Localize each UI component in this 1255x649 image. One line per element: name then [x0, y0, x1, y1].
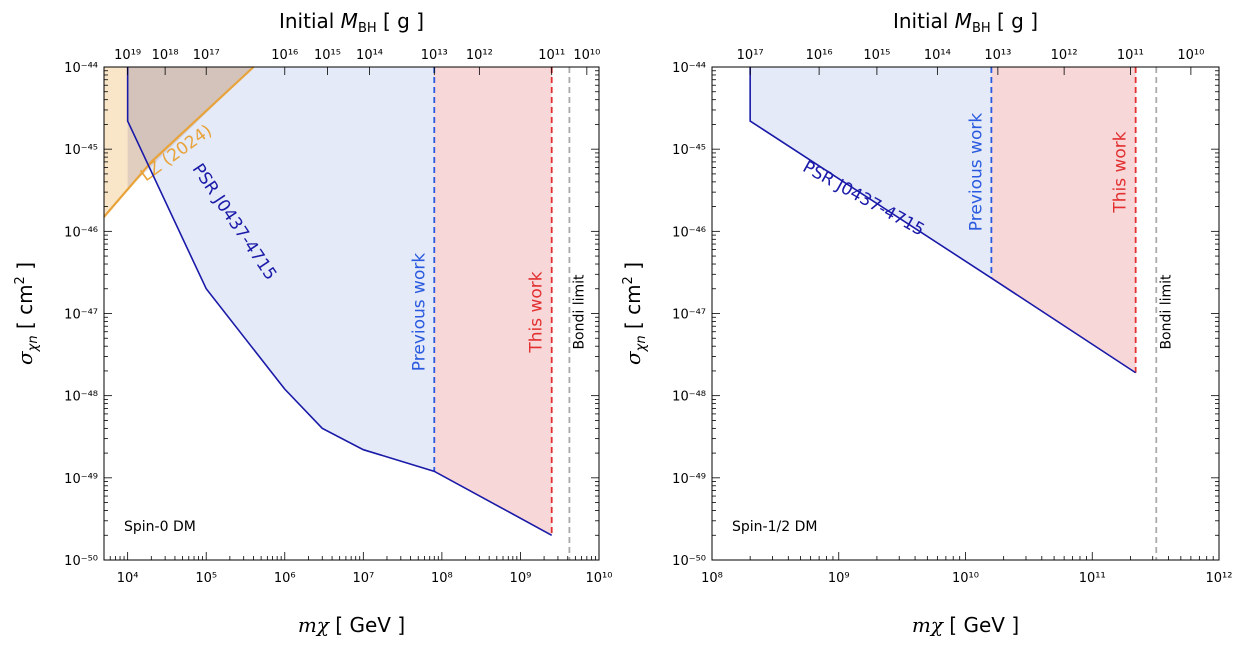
- y-tick-label: 10⁻⁴⁴: [64, 61, 98, 76]
- y-tick-label: 10⁻⁵⁰: [64, 554, 98, 569]
- top-tick-label: 10¹¹: [538, 48, 565, 63]
- x-axis-title: mχ [ GeV ]: [298, 613, 405, 637]
- x-tick-label: 10⁴: [117, 571, 139, 586]
- previous-work-label: Previous work: [966, 113, 986, 232]
- top-tick-label: 10¹⁹: [114, 48, 141, 63]
- y-axis-title: σχn [ cm2 ]: [621, 262, 649, 365]
- psr-j0437-4715-line: [749, 67, 1137, 374]
- x-tick-label: 10⁹: [828, 571, 850, 586]
- psr-j0437-4715-line: [126, 67, 553, 536]
- top-tick-label: 10¹⁴: [924, 48, 951, 63]
- top-tick-label: 10¹¹: [1117, 48, 1144, 63]
- panel-label: Spin-1/2 DM: [732, 519, 817, 535]
- x-tick-label: 10¹²: [1206, 571, 1233, 586]
- panel-1: LZ (2024)Previous work This work Bondi lim…: [13, 9, 612, 637]
- x-tick-label: 10⁹: [510, 571, 532, 586]
- y-tick-label: 10⁻⁴⁹: [672, 472, 706, 487]
- x-tick-label: 10¹⁰: [586, 571, 613, 586]
- y-tick-label: 10⁻⁴⁷: [64, 308, 98, 323]
- top-tick-label: 10¹⁶: [271, 48, 298, 63]
- x-tick-label: 10¹⁰: [952, 571, 979, 586]
- top-tick-label: 10¹³: [421, 48, 448, 63]
- top-tick-label: 10¹⁵: [314, 48, 341, 63]
- top-tick-label: 10¹⁶: [806, 48, 833, 63]
- panel-label: Spin-0 DM: [124, 519, 196, 535]
- y-tick-label: 10⁻⁴⁶: [672, 225, 706, 240]
- previous-work-region: [750, 67, 992, 279]
- lz-region: [104, 67, 254, 217]
- top-axis-title: Initial MBH [ g ]: [279, 9, 424, 36]
- top-tick-label: 10¹⁷: [737, 48, 764, 63]
- x-tick-label: 10⁸: [431, 571, 453, 586]
- this-work-label: This work: [1111, 131, 1131, 213]
- x-axis-title: mχ [ GeV ]: [912, 613, 1019, 637]
- y-tick-label: 10⁻⁴⁸: [672, 390, 706, 405]
- top-tick-label: 10¹⁰: [1177, 48, 1204, 63]
- y-tick-label: 10⁻⁴⁸: [64, 390, 98, 405]
- y-tick-label: 10⁻⁴⁷: [672, 308, 706, 323]
- top-tick-label: 10¹²: [1051, 48, 1078, 63]
- x-tick-label: 10⁷: [352, 571, 374, 586]
- y-tick-label: 10⁻⁵⁰: [672, 554, 706, 569]
- x-tick-label: 10⁵: [195, 571, 217, 586]
- this-work-label: This work: [527, 271, 547, 353]
- top-tick-label: 10¹⁷: [193, 48, 220, 63]
- top-axis-title: Initial MBH [ g ]: [893, 9, 1038, 36]
- top-tick-label: 10¹²: [466, 48, 493, 63]
- y-axis-title: σχn [ cm2 ]: [13, 262, 41, 365]
- top-tick-label: 10¹⁵: [863, 48, 890, 63]
- previous-work-region: [127, 67, 435, 472]
- top-tick-label: 10¹⁴: [356, 48, 383, 63]
- y-tick-label: 10⁻⁴⁶: [64, 225, 98, 240]
- lz-2024-line: [103, 66, 255, 218]
- top-tick-label: 10¹³: [984, 48, 1011, 63]
- x-tick-label: 10⁶: [274, 571, 296, 586]
- y-tick-label: 10⁻⁴⁵: [64, 143, 98, 158]
- this-work-region: [991, 67, 1136, 373]
- top-tick-label: 10¹⁸: [152, 48, 179, 63]
- y-tick-label: 10⁻⁴⁵: [672, 143, 706, 158]
- bondi-limit-label: Bondi limit: [1158, 274, 1174, 350]
- this-work-region: [434, 67, 552, 536]
- bondi-limit-label: Bondi limit: [571, 274, 587, 350]
- top-tick-label: 10¹⁰: [573, 48, 600, 63]
- y-tick-label: 10⁻⁴⁹: [64, 472, 98, 487]
- x-tick-label: 10¹¹: [1079, 571, 1106, 586]
- x-tick-label: 10⁸: [701, 571, 723, 586]
- y-tick-label: 10⁻⁴⁴: [672, 61, 706, 76]
- previous-work-label: Previous work: [409, 253, 429, 372]
